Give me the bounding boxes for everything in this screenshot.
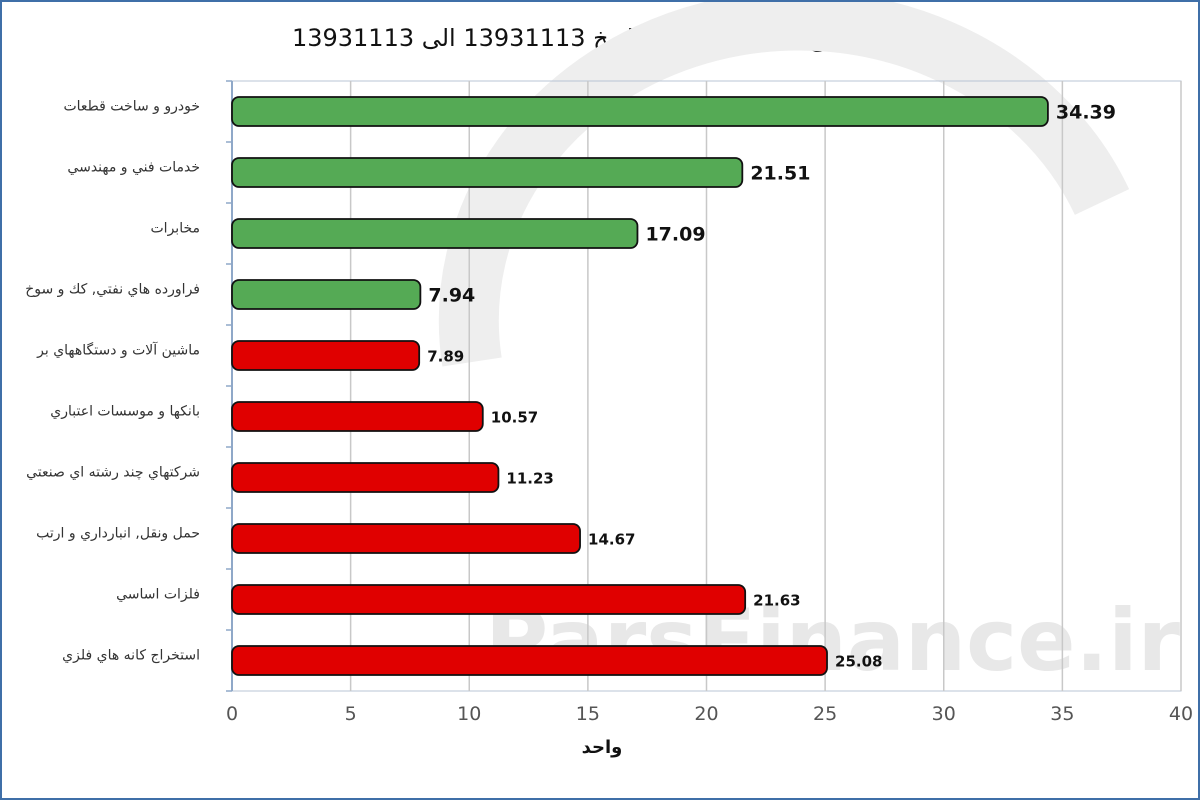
value-label: 34.39 xyxy=(1056,102,1116,124)
bar xyxy=(231,645,828,676)
watermark-logo xyxy=(438,2,1130,367)
category-label: فلزات اساسي xyxy=(116,587,200,603)
category-label: بانكها و موسسات اعتباري xyxy=(50,404,200,420)
value-label: 17.09 xyxy=(645,224,705,246)
value-label: 14.67 xyxy=(588,531,635,549)
category-label: استخراج كانه هاي فلزي xyxy=(62,648,200,664)
x-tick-label: 30 xyxy=(932,703,956,725)
value-label: 25.08 xyxy=(835,653,882,671)
x-tick-label: 0 xyxy=(226,703,238,725)
x-axis-label: واحد xyxy=(581,737,623,758)
bar xyxy=(231,340,421,371)
bar xyxy=(231,584,747,615)
category-label: فراورده هاي نفتي, كك و سوخ xyxy=(25,282,200,298)
value-label: 11.23 xyxy=(506,470,553,488)
category-label: ماشين آلات و دستگاههاي بر xyxy=(36,342,200,359)
x-tick-label: 35 xyxy=(1050,703,1074,725)
bar xyxy=(231,218,639,249)
x-tick-label: 25 xyxy=(813,703,837,725)
category-label: خدمات فني و مهندسي xyxy=(67,160,200,176)
value-label: 21.63 xyxy=(753,592,800,610)
value-label: 7.94 xyxy=(428,285,475,307)
bar xyxy=(231,462,500,493)
category-label: مخابرات xyxy=(151,221,201,237)
x-tick-label: 15 xyxy=(576,703,600,725)
bar xyxy=(231,279,422,310)
x-tick-label: 20 xyxy=(694,703,718,725)
category-label: حمل ونقل, انبارداري و ارتب xyxy=(36,526,200,542)
x-tick-label: 5 xyxy=(345,703,357,725)
x-tick-label: 40 xyxy=(1169,703,1193,725)
x-tick-label: 10 xyxy=(457,703,481,725)
value-label: 21.51 xyxy=(750,163,810,185)
category-label: خودرو و ساخت قطعات xyxy=(63,99,200,115)
value-label: 7.89 xyxy=(427,348,464,366)
category-label: شركتهاي چند رشته اي صنعتي xyxy=(26,465,200,481)
value-label: 10.57 xyxy=(491,409,538,427)
bar xyxy=(231,401,484,432)
bar xyxy=(231,523,581,554)
bar xyxy=(231,157,744,188)
bar xyxy=(231,96,1049,127)
